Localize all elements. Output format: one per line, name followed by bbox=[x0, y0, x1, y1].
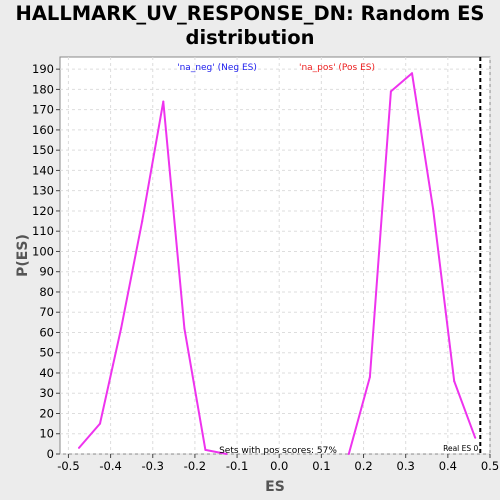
y-tick-label: 190 bbox=[32, 62, 54, 76]
es-data-point bbox=[389, 90, 392, 93]
x-tick-label: 0.2 bbox=[354, 459, 372, 473]
y-tick-label: 140 bbox=[32, 163, 54, 177]
es-data-point bbox=[120, 327, 123, 330]
x-tick-label: 0.1 bbox=[312, 459, 330, 473]
real-es-layer: Real ES 0 bbox=[443, 57, 482, 454]
y-tick-label: 10 bbox=[39, 427, 54, 441]
y-tick-label: 80 bbox=[39, 285, 54, 299]
legend-neg-label: 'na_neg' (Neg ES) bbox=[177, 63, 257, 73]
es-data-point bbox=[411, 72, 414, 75]
y-tick-label: 70 bbox=[39, 305, 54, 319]
es-data-point bbox=[77, 446, 80, 449]
x-tick-label: 0.0 bbox=[270, 459, 288, 473]
y-tick-label: 180 bbox=[32, 82, 54, 96]
y-tick-label: 170 bbox=[32, 103, 54, 117]
y-tick-label: 60 bbox=[39, 325, 54, 339]
x-tick-label: 0.3 bbox=[397, 459, 415, 473]
es-data-point bbox=[204, 448, 207, 451]
y-tick-label: 0 bbox=[47, 447, 54, 461]
y-tick-label: 120 bbox=[32, 204, 54, 218]
x-tick-label: 0.5 bbox=[481, 459, 499, 473]
y-tick-label: 110 bbox=[32, 224, 54, 238]
es-data-point bbox=[99, 422, 102, 425]
y-axis: 0 10 20 30 40 50 60 70 80 90 100 110 120 130 140 150 160… bbox=[32, 62, 60, 461]
x-tick-label: -0.5 bbox=[57, 459, 79, 473]
y-tick-label: 100 bbox=[32, 244, 54, 258]
y-tick-label: 160 bbox=[32, 123, 54, 137]
x-tick-label: -0.2 bbox=[184, 459, 206, 473]
es-data-point bbox=[347, 453, 350, 455]
es-data-point bbox=[162, 100, 165, 103]
plot-area bbox=[59, 56, 491, 455]
y-tick-label: 50 bbox=[39, 346, 54, 360]
x-axis-title: ES bbox=[265, 479, 285, 495]
y-tick-label: 150 bbox=[32, 143, 54, 157]
y-tick-label: 90 bbox=[39, 265, 54, 279]
x-axis: -0.5 -0.4 -0.3 -0.2 -0.1 0.0 0.1 0.2 0.3 0.4 0.5 bbox=[57, 454, 499, 473]
es-data-point bbox=[453, 380, 456, 383]
x-tick-label: -0.3 bbox=[142, 459, 164, 473]
y-tick-label: 20 bbox=[39, 406, 54, 420]
x-tick-label: -0.1 bbox=[226, 459, 248, 473]
x-tick-label: 0.4 bbox=[439, 459, 457, 473]
es-data-point bbox=[225, 453, 228, 455]
es-data-point bbox=[141, 220, 144, 223]
pos-scores-annotation: Sets with pos scores: 57% bbox=[219, 446, 337, 456]
y-tick-label: 40 bbox=[39, 366, 54, 380]
chart-title: HALLMARK_UV_RESPONSE_DN: Random ES distr… bbox=[15, 2, 485, 49]
es-data-point bbox=[183, 327, 186, 330]
y-axis-title: P(ES) bbox=[15, 234, 31, 277]
y-tick-label: 130 bbox=[32, 184, 54, 198]
es-data-point bbox=[432, 207, 435, 210]
x-tick-label: -0.4 bbox=[99, 459, 121, 473]
legend-pos-label: 'na_pos' (Pos ES) bbox=[299, 63, 375, 73]
real-es-label: Real ES 0 bbox=[443, 444, 478, 453]
es-series-line-1 bbox=[78, 100, 227, 455]
grid bbox=[60, 57, 491, 455]
y-tick-label: 30 bbox=[39, 386, 54, 400]
series-layer bbox=[77, 72, 477, 455]
es-data-point bbox=[368, 376, 371, 379]
es-data-point bbox=[474, 436, 477, 439]
